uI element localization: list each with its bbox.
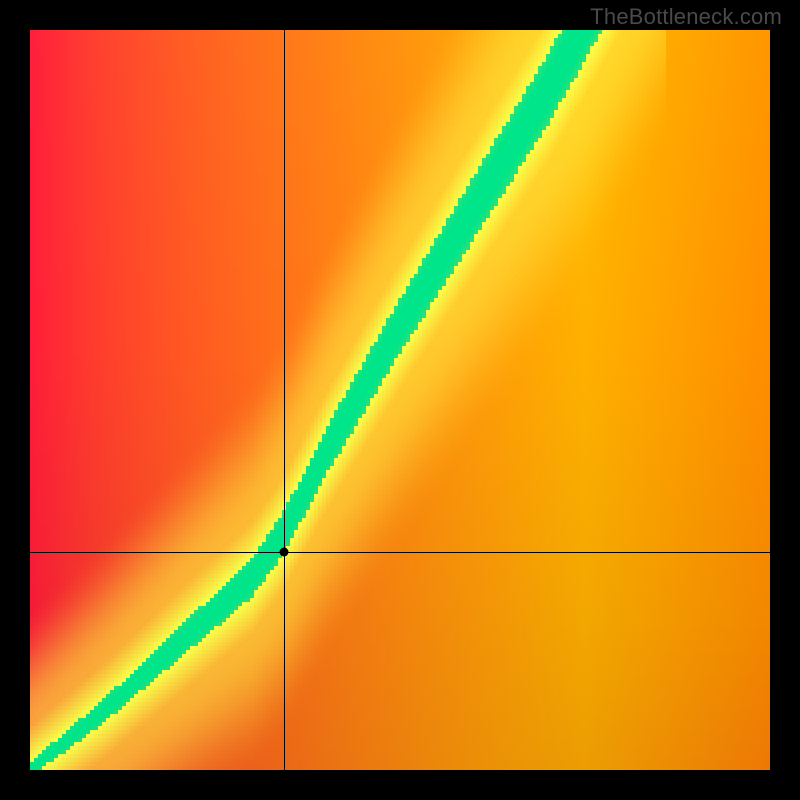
crosshair-vertical (284, 30, 285, 770)
marker-dot (279, 548, 288, 557)
crosshair-horizontal (30, 552, 770, 553)
chart-container: TheBottleneck.com (0, 0, 800, 800)
heatmap-canvas (30, 30, 770, 770)
watermark-text: TheBottleneck.com (590, 4, 782, 30)
plot-area (30, 30, 770, 770)
